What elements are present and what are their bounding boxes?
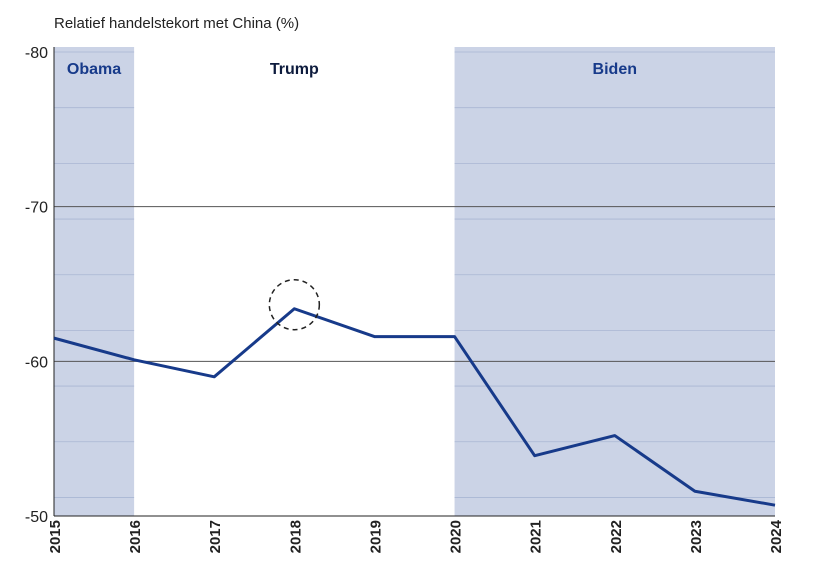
x-tick-label: 2021 [528,520,545,553]
x-tick-label: 2024 [768,519,785,553]
x-tick-label: 2020 [448,520,465,553]
period-label-trump: Trump [270,61,319,78]
axes [53,47,775,517]
period-shading [54,47,775,516]
series [53,307,776,507]
highlight-circle [268,278,321,331]
period-label-obama: Obama [67,61,121,78]
shade-obama [54,47,135,516]
series-line [53,307,776,507]
x-tick-label: 2018 [287,520,304,553]
x-tick-label: 2015 [47,520,64,553]
x-tick-label: 2023 [688,520,705,553]
x-tick-label: 2017 [207,520,224,553]
y-tick-label: -60 [25,354,48,371]
x-tick-label: 2016 [127,520,144,553]
y-tick-label: -70 [25,200,48,217]
y-axis-title: Relatief handelstekort met China (%) [54,15,299,32]
x-tick-label: 2022 [608,520,625,553]
y-tick-label: -80 [25,45,48,62]
shade-biden [454,47,775,516]
x-tick-label: 2019 [367,520,384,553]
period-label-biden: Biden [593,61,637,78]
y-tick-label: -50 [25,509,48,526]
gridlines [54,51,775,498]
